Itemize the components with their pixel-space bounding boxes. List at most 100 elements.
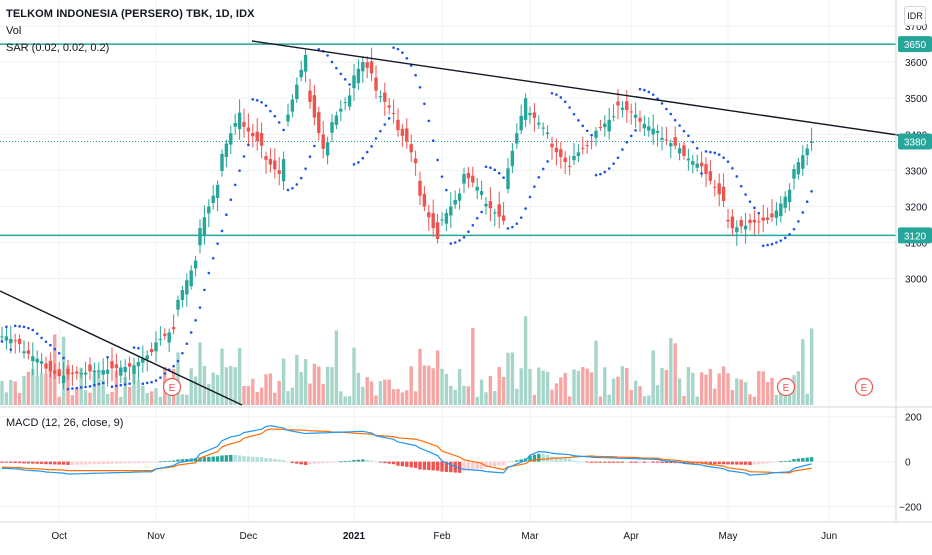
macd-legend[interactable]: MACD (12, 26, close, 9) xyxy=(6,417,124,429)
candle-body xyxy=(44,363,48,369)
sar-dot xyxy=(326,54,329,57)
sar-dot xyxy=(665,107,668,111)
macd-histogram-bar xyxy=(259,457,264,462)
macd-histogram-bar xyxy=(466,461,471,471)
sar-dot xyxy=(79,386,83,389)
candle-body xyxy=(563,157,567,162)
sar-dot xyxy=(308,155,312,159)
volume-bar xyxy=(224,367,229,405)
sar-dot xyxy=(563,100,567,104)
sar-dot xyxy=(638,87,642,91)
volume-bar xyxy=(387,379,391,405)
macd-histogram-bar xyxy=(704,461,708,464)
sar-dot xyxy=(137,346,140,350)
sar-dot xyxy=(555,93,558,96)
volume-bar xyxy=(805,393,809,405)
candle-body xyxy=(70,372,75,374)
macd-histogram-bar xyxy=(39,461,44,464)
macd-histogram-bar xyxy=(796,458,801,462)
volume-bar xyxy=(418,348,422,405)
candle-body xyxy=(396,119,400,131)
macd-histogram-bar xyxy=(149,461,154,463)
volume-bar xyxy=(510,352,515,405)
volume-bar xyxy=(475,396,479,405)
volume-bar xyxy=(39,372,44,405)
volume-bar xyxy=(383,379,387,405)
sar-dot xyxy=(141,382,145,385)
macd-histogram-bar xyxy=(805,457,809,462)
volume-bar xyxy=(598,396,603,405)
candle-body xyxy=(497,204,501,217)
macd-histogram-bar xyxy=(13,461,17,463)
volume-bar xyxy=(189,368,193,405)
sar-dot xyxy=(603,170,607,174)
volume-bar xyxy=(611,378,616,405)
macd-histogram-bar xyxy=(537,453,541,462)
candle-body xyxy=(136,362,141,367)
sar-dot xyxy=(304,167,307,170)
sar-dot xyxy=(392,46,395,49)
volume-bar xyxy=(220,348,224,405)
currency-button[interactable]: IDR xyxy=(904,6,926,26)
macd-histogram-bar xyxy=(576,461,581,462)
candle-body xyxy=(264,156,268,160)
macd-histogram-bar xyxy=(286,461,290,463)
macd-histogram-bar xyxy=(405,461,409,467)
volume-bar xyxy=(400,392,405,405)
price-tick-label: 3700 xyxy=(905,22,928,33)
volume-bar xyxy=(462,385,466,405)
volume-bar xyxy=(330,367,334,405)
sar-dot xyxy=(537,176,541,179)
sar-dot xyxy=(735,175,739,178)
macd-histogram-bar xyxy=(444,461,449,472)
volume-bar xyxy=(427,365,431,405)
macd-histogram-bar xyxy=(154,461,158,463)
volume-bar xyxy=(361,386,365,405)
macd-histogram-bar xyxy=(61,461,66,465)
candle-body xyxy=(594,130,598,138)
volume-bar xyxy=(607,394,611,405)
candle-body xyxy=(365,62,369,68)
volume-legend[interactable]: Vol xyxy=(6,25,22,37)
candle-body xyxy=(721,186,726,202)
sar-dot xyxy=(445,188,448,192)
horizontal-levels[interactable] xyxy=(0,43,896,237)
trendlines[interactable] xyxy=(0,40,932,406)
sar-dot xyxy=(594,173,598,177)
sar-dot xyxy=(313,144,316,148)
macd-histogram-bar xyxy=(4,461,9,463)
candle-body xyxy=(493,212,497,214)
volume-bar xyxy=(572,369,576,405)
volume-bar xyxy=(673,343,677,405)
volume-bar xyxy=(515,388,519,405)
sar-dot xyxy=(788,232,791,236)
sar-dot xyxy=(225,213,228,216)
macd-histogram-bar xyxy=(268,458,273,462)
macd-histogram-bar xyxy=(409,461,413,468)
sar-dot xyxy=(462,235,466,239)
macd-histogram-bar xyxy=(713,461,717,465)
candle-body xyxy=(598,127,603,129)
sar-legend[interactable]: SAR (0.02, 0.02, 0.2) xyxy=(6,42,110,54)
candle-body xyxy=(149,349,154,353)
macd-histogram-bar xyxy=(48,461,53,465)
candle-body xyxy=(369,61,374,74)
volume-bar xyxy=(281,358,286,405)
candle-body xyxy=(664,139,669,141)
volume-bar xyxy=(246,386,251,405)
macd-histogram-bar xyxy=(418,461,422,470)
volume-bars xyxy=(0,316,814,405)
candle-body xyxy=(383,92,387,102)
candle-body xyxy=(422,193,427,207)
volume-bar xyxy=(435,350,440,405)
candle-body xyxy=(730,216,735,229)
macd-histogram-bar xyxy=(391,461,396,465)
volume-bar xyxy=(268,373,273,405)
volume-bar xyxy=(677,378,682,405)
macd-histogram-bar xyxy=(334,461,339,463)
candle-body xyxy=(97,370,101,372)
sar-dot xyxy=(119,383,123,387)
